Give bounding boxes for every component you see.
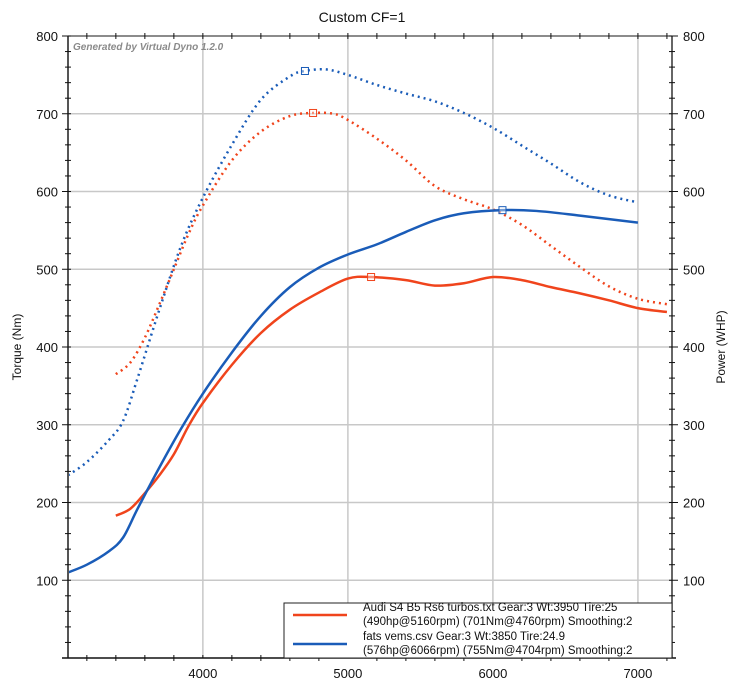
series-line-0 — [115, 275, 668, 517]
peak-marker-0 — [367, 273, 376, 282]
y-tick-label-right: 200 — [683, 496, 705, 511]
grid — [68, 35, 672, 658]
chart-title: Custom CF=1 — [319, 9, 406, 25]
y-tick-label-left: 100 — [36, 573, 58, 588]
x-tick-label: 7000 — [623, 666, 652, 681]
series-layer — [67, 66, 668, 574]
legend-box — [283, 602, 673, 659]
y-tick-label-left: 700 — [36, 107, 58, 122]
legend-entry-audi-line1: Audi S4 B5 Rs6 turbos.txt Gear:3 Wt:3950… — [363, 602, 617, 614]
series-line-2 — [67, 208, 639, 574]
y-axis-right-label: Power (WHP) — [714, 310, 728, 383]
watermark: Generated by Virtual Dyno 1.2.0 — [73, 42, 224, 53]
y-axis-left-label: Torque (Nm) — [10, 314, 24, 381]
x-tick-label: 4000 — [188, 666, 217, 681]
y-tick-label-right: 600 — [683, 185, 705, 200]
x-tick-label: 6000 — [478, 666, 507, 681]
legend-entry-fats-line2: (576hp@6066rpm) (755Nm@4704rpm) Smoothin… — [363, 645, 632, 657]
y-tick-label-right: 700 — [683, 107, 705, 122]
y-tick-label-left: 300 — [36, 418, 58, 433]
series-line-3 — [67, 67, 639, 477]
x-tick-label: 5000 — [333, 666, 362, 681]
y-tick-label-left: 600 — [36, 185, 58, 200]
y-tick-label-right: 300 — [683, 418, 705, 433]
legend: Audi S4 B5 Rs6 turbos.txt Gear:3 Wt:3950… — [283, 602, 673, 659]
y-tick-label-left: 200 — [36, 496, 58, 511]
peak-marker-2 — [498, 206, 507, 215]
y-tick-label-left: 400 — [36, 340, 58, 355]
legend-entry-audi-line2: (490hp@5160rpm) (701Nm@4760rpm) Smoothin… — [363, 616, 632, 628]
legend-entry-fats-line1: fats vems.csv Gear:3 Wt:3850 Tire:24.9 — [363, 631, 565, 643]
series-line-1 — [115, 111, 668, 376]
peak-marker-1 — [309, 108, 318, 117]
y-tick-label-right: 400 — [683, 340, 705, 355]
peak-marker-3 — [300, 66, 309, 75]
y-tick-label-right: 100 — [683, 573, 705, 588]
y-tick-label-right: 500 — [683, 262, 705, 277]
y-tick-label-right: 800 — [683, 29, 705, 44]
y-tick-label-left: 800 — [36, 29, 58, 44]
axes: 100 100 200 200 300 300 400 400 500 500 600 600 700 7… — [36, 29, 704, 681]
y-tick-label-left: 500 — [36, 262, 58, 277]
